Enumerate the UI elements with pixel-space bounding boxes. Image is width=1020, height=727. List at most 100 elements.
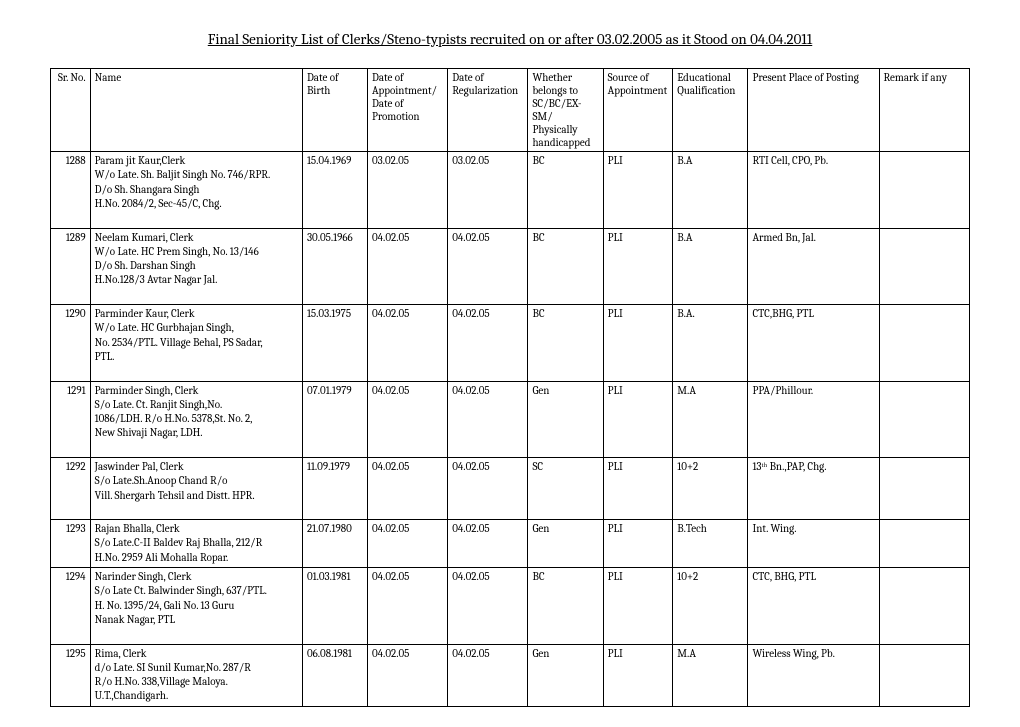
cell-sr: 1288 xyxy=(51,152,91,228)
cell-name: Neelam Kumari, ClerkW/o Late. HC Prem Si… xyxy=(90,228,302,304)
table-row: 1295Rima, Clerkd/o Late. SI Sunil Kumar,… xyxy=(51,644,970,706)
table-row: 1293Rajan Bhalla, ClerkS/o Late.C-II Bal… xyxy=(51,520,970,568)
cell-post: Wireless Wing, Pb. xyxy=(748,644,879,706)
cell-appt: 04.02.05 xyxy=(367,457,447,519)
col-header-rem: Remark if any xyxy=(879,69,970,152)
col-header-appt: Date of Appointment/ Date of Promotion xyxy=(367,69,447,152)
col-header-sr: Sr. No. xyxy=(51,69,91,152)
cell-name: Jaswinder Pal, ClerkS/o Late.Sh.Anoop Ch… xyxy=(90,457,302,519)
cell-src: PLI xyxy=(603,305,673,381)
cell-reg: 04.02.05 xyxy=(448,644,528,706)
cell-edu: B.A xyxy=(673,228,748,304)
cell-dob: 01.03.1981 xyxy=(302,568,367,644)
col-header-cat: Whether belongs to SC/BC/EX-SM/ Physical… xyxy=(528,69,603,152)
cell-cat: BC xyxy=(528,305,603,381)
cell-src: PLI xyxy=(603,644,673,706)
cell-rem xyxy=(879,305,970,381)
table-row: 1294Narinder Singh, ClerkS/o Late Ct. Ba… xyxy=(51,568,970,644)
table-row: 1292Jaswinder Pal, ClerkS/o Late.Sh.Anoo… xyxy=(51,457,970,519)
cell-rem xyxy=(879,381,970,457)
cell-post: PPA/Phillour. xyxy=(748,381,879,457)
cell-dob: 15.04.1969 xyxy=(302,152,367,228)
cell-edu: 10+2 xyxy=(673,568,748,644)
col-header-name: Name xyxy=(90,69,302,152)
cell-edu: M.A xyxy=(673,381,748,457)
cell-dob: 07.01.1979 xyxy=(302,381,367,457)
cell-dob: 30.05.1966 xyxy=(302,228,367,304)
cell-edu: B.A. xyxy=(673,305,748,381)
cell-reg: 04.02.05 xyxy=(448,568,528,644)
seniority-table: Sr. No. Name Date of Birth Date of Appoi… xyxy=(50,68,970,707)
cell-cat: SC xyxy=(528,457,603,519)
cell-sr: 1293 xyxy=(51,520,91,568)
cell-src: PLI xyxy=(603,520,673,568)
cell-dob: 21.07.1980 xyxy=(302,520,367,568)
cell-sr: 1291 xyxy=(51,381,91,457)
cell-sr: 1294 xyxy=(51,568,91,644)
table-header-row: Sr. No. Name Date of Birth Date of Appoi… xyxy=(51,69,970,152)
cell-post: CTC, BHG, PTL xyxy=(748,568,879,644)
col-header-src: Source of Appointment xyxy=(603,69,673,152)
cell-sr: 1290 xyxy=(51,305,91,381)
cell-post: CTC,BHG, PTL xyxy=(748,305,879,381)
cell-rem xyxy=(879,152,970,228)
cell-reg: 04.02.05 xyxy=(448,520,528,568)
cell-name: Rima, Clerkd/o Late. SI Sunil Kumar,No. … xyxy=(90,644,302,706)
cell-reg: 04.02.05 xyxy=(448,305,528,381)
cell-src: PLI xyxy=(603,152,673,228)
cell-edu: B.Tech xyxy=(673,520,748,568)
cell-appt: 04.02.05 xyxy=(367,520,447,568)
cell-src: PLI xyxy=(603,381,673,457)
cell-sr: 1289 xyxy=(51,228,91,304)
col-header-edu: Educational Qualification xyxy=(673,69,748,152)
cell-name: Parminder Singh, ClerkS/o Late. Ct. Ranj… xyxy=(90,381,302,457)
cell-sr: 1292 xyxy=(51,457,91,519)
col-header-post: Present Place of Posting xyxy=(748,69,879,152)
cell-sr: 1295 xyxy=(51,644,91,706)
cell-name: Parminder Kaur, ClerkW/o Late. HC Gurbha… xyxy=(90,305,302,381)
cell-dob: 15.03.1975 xyxy=(302,305,367,381)
cell-reg: 04.02.05 xyxy=(448,381,528,457)
cell-cat: Gen xyxy=(528,381,603,457)
cell-src: PLI xyxy=(603,228,673,304)
cell-appt: 04.02.05 xyxy=(367,568,447,644)
cell-dob: 06.08.1981 xyxy=(302,644,367,706)
cell-post: Int. Wing. xyxy=(748,520,879,568)
cell-appt: 04.02.05 xyxy=(367,228,447,304)
cell-post: RTI Cell, CPO, Pb. xyxy=(748,152,879,228)
cell-edu: B.A xyxy=(673,152,748,228)
cell-src: PLI xyxy=(603,457,673,519)
cell-name: Param jit Kaur,ClerkW/o Late. Sh. Baljit… xyxy=(90,152,302,228)
cell-appt: 04.02.05 xyxy=(367,644,447,706)
col-header-reg: Date of Regularization xyxy=(448,69,528,152)
cell-cat: BC xyxy=(528,152,603,228)
cell-appt: 04.02.05 xyxy=(367,381,447,457)
cell-reg: 03.02.05 xyxy=(448,152,528,228)
cell-reg: 04.02.05 xyxy=(448,457,528,519)
cell-cat: BC xyxy=(528,568,603,644)
cell-cat: Gen xyxy=(528,520,603,568)
cell-rem xyxy=(879,520,970,568)
cell-name: Rajan Bhalla, ClerkS/o Late.C-II Baldev … xyxy=(90,520,302,568)
cell-rem xyxy=(879,644,970,706)
cell-reg: 04.02.05 xyxy=(448,228,528,304)
cell-rem xyxy=(879,228,970,304)
table-row: 1291Parminder Singh, ClerkS/o Late. Ct. … xyxy=(51,381,970,457)
cell-appt: 04.02.05 xyxy=(367,305,447,381)
cell-src: PLI xyxy=(603,568,673,644)
cell-edu: M.A xyxy=(673,644,748,706)
cell-name: Narinder Singh, ClerkS/o Late Ct. Balwin… xyxy=(90,568,302,644)
cell-appt: 03.02.05 xyxy=(367,152,447,228)
cell-post: Armed Bn, Jal. xyxy=(748,228,879,304)
cell-cat: BC xyxy=(528,228,603,304)
cell-cat: Gen xyxy=(528,644,603,706)
page-title: Final Seniority List of Clerks/Steno-typ… xyxy=(50,30,970,48)
cell-edu: 10+2 xyxy=(673,457,748,519)
table-row: 1289Neelam Kumari, ClerkW/o Late. HC Pre… xyxy=(51,228,970,304)
table-row: 1288Param jit Kaur,ClerkW/o Late. Sh. Ba… xyxy=(51,152,970,228)
table-row: 1290Parminder Kaur, ClerkW/o Late. HC Gu… xyxy=(51,305,970,381)
col-header-dob: Date of Birth xyxy=(302,69,367,152)
cell-dob: 11.09.1979 xyxy=(302,457,367,519)
cell-rem xyxy=(879,457,970,519)
cell-rem xyxy=(879,568,970,644)
